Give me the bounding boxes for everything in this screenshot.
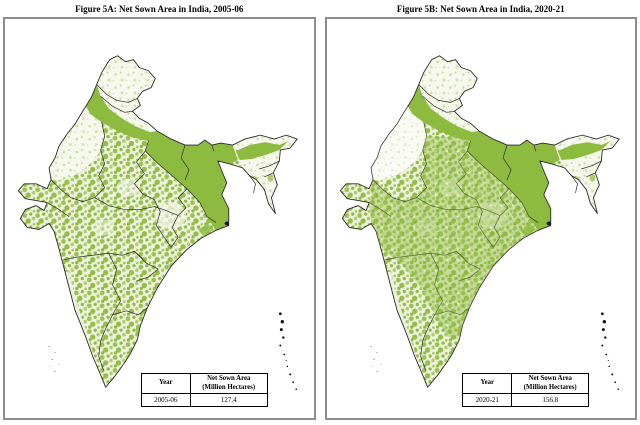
area-header: Net Sown Area (Million Hectares) — [189, 373, 268, 394]
figure-5b-stats-table: Year Net Sown Area (Million Hectares) 20… — [462, 373, 590, 407]
year-header: Year — [140, 373, 191, 394]
year-value: 2005-06 — [140, 393, 191, 407]
year-value: 2020-21 — [462, 393, 513, 407]
figure-5a-title: Figure 5A: Net Sown Area in India, 2005-… — [75, 4, 244, 14]
figure-5a: Figure 5A: Net Sown Area in India, 2005-… — [3, 2, 316, 420]
area-header-line2: (Million Hectares) — [202, 383, 256, 391]
area-header-line1: Net Sown Area — [207, 375, 251, 383]
figure-5a-stats-table: Year Net Sown Area (Million Hectares) 20… — [140, 373, 268, 407]
year-header: Year — [462, 373, 513, 394]
figure-5b-map-panel: Year Net Sown Area (Million Hectares) 20… — [324, 17, 637, 420]
area-header-line2: (Million Hectares) — [523, 383, 577, 391]
figure-5a-map-panel: Year Net Sown Area (Million Hectares) 20… — [3, 17, 316, 420]
area-value: 127.4 — [189, 393, 268, 407]
india-map-2020-21 — [327, 19, 636, 418]
area-header-line1: Net Sown Area — [528, 375, 572, 383]
figure-5b-title: Figure 5B: Net Sown Area in India, 2020-… — [396, 4, 565, 14]
area-header: Net Sown Area (Million Hectares) — [511, 373, 590, 394]
figure-5b: Figure 5B: Net Sown Area in India, 2020-… — [324, 2, 637, 420]
india-map-2005-06 — [5, 19, 314, 418]
area-value: 156.8 — [511, 393, 590, 407]
